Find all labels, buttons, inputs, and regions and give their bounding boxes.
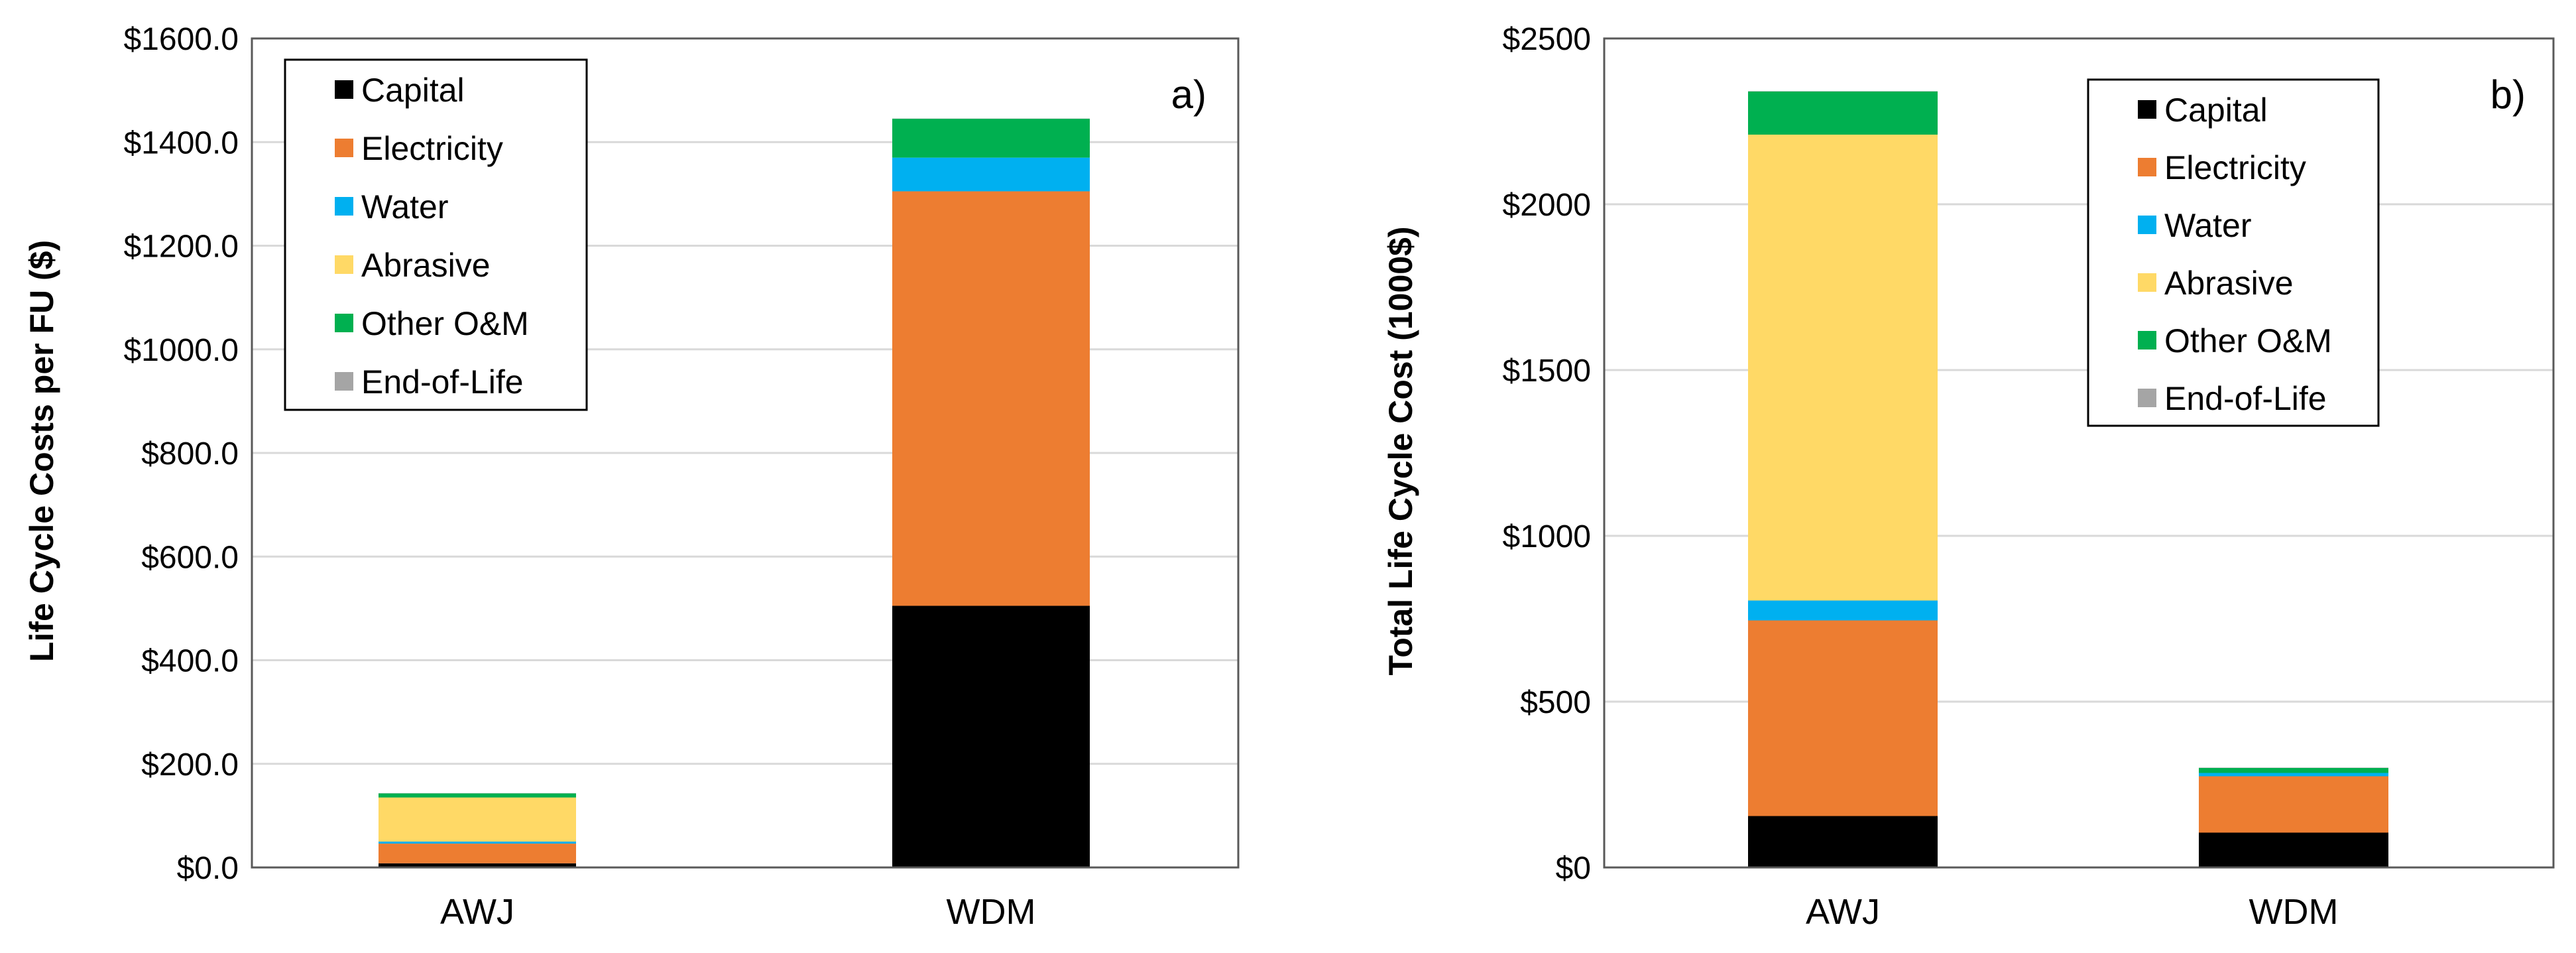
legend-swatch (335, 314, 353, 332)
x-category-label: WDM (947, 892, 1036, 932)
bar-other-o-m-wdm (2199, 768, 2388, 773)
bar-capital-awj (1748, 816, 1938, 867)
legend-swatch (2138, 273, 2156, 292)
legend-entry: Water (361, 188, 449, 225)
legend-swatch (2138, 389, 2156, 407)
legend-entry: End-of-Life (361, 363, 524, 401)
bar-electricity-wdm (892, 191, 1090, 606)
legend-box (2087, 78, 2380, 427)
bar-water-wdm (2199, 773, 2388, 777)
legend-swatch (335, 372, 353, 391)
legend-swatch (335, 197, 353, 216)
panel-label: b) (2490, 72, 2526, 117)
bar-water-awj (379, 841, 576, 844)
legend-swatch (335, 255, 353, 274)
bar-end-of-life-wdm (2199, 767, 2388, 768)
legend-swatch (2138, 331, 2156, 349)
legend: Capital Electricity Water Abrasive Other O&M… (2087, 78, 2380, 427)
legend-swatch (2138, 216, 2156, 234)
legend-swatch (335, 80, 353, 99)
y-axis-label: Life Cycle Costs per FU ($) (23, 240, 60, 662)
bar-other-o-m-awj (379, 793, 576, 798)
legend-swatch (335, 139, 353, 157)
plot-area-border (1603, 37, 2555, 869)
bar-electricity-awj (1748, 620, 1938, 816)
y-tick-label: $1200.0 (123, 229, 239, 265)
y-tick-label: $800.0 (141, 436, 239, 472)
y-tick-label: $500 (1520, 685, 1591, 720)
x-category-label: AWJ (1806, 892, 1880, 932)
y-tick-label: $400.0 (141, 644, 239, 679)
bar-water-wdm (892, 157, 1090, 192)
y-tick-label: $1600.0 (123, 22, 239, 57)
legend-swatch (2138, 158, 2156, 176)
legend-entry: Electricity (361, 130, 503, 167)
x-category-label: AWJ (440, 892, 514, 932)
legend-entry: Capital (361, 72, 465, 109)
legend-entry: Capital (2164, 92, 2268, 129)
chart-panel-a: $0.0 $200.0 $400.0 $600.0 $800.0 $1000.0 $1200… (23, 22, 1240, 932)
panel-label: a) (1171, 72, 1206, 117)
legend-entry: Other O&M (2164, 322, 2332, 359)
legend-swatch (2138, 100, 2156, 119)
bar-other-o-m-awj (1748, 92, 1938, 135)
bar-capital-awj (379, 863, 576, 867)
bar-capital-wdm (892, 605, 1090, 867)
y-tick-label: $600.0 (141, 540, 239, 575)
legend-entry: Abrasive (2164, 265, 2294, 302)
bar-abrasive-awj (1748, 135, 1938, 601)
y-axis-label: Total Life Cycle Cost (1000$) (1382, 226, 1419, 675)
y-tick-label: $0.0 (177, 851, 239, 886)
legend-entry: Other O&M (361, 305, 529, 342)
legend: Capital Electricity Water Abrasive Other O&M… (284, 58, 588, 411)
legend-box (284, 58, 588, 411)
legend-entry: Water (2164, 207, 2252, 244)
chart-panel-b: $0 $500 $1000 $1500 $2000 $2500 AWJ WDM Total Li… (1382, 22, 2555, 932)
y-tick-label: $1000.0 (123, 333, 239, 368)
legend-entry: Electricity (2164, 149, 2306, 186)
bar-electricity-awj (379, 844, 576, 863)
plot-area-border (251, 37, 1240, 869)
legend-entry: Abrasive (361, 247, 491, 284)
y-tick-label: $1400.0 (123, 125, 239, 160)
legend-entry: End-of-Life (2164, 380, 2327, 417)
y-tick-label: $2500 (1503, 22, 1591, 57)
y-tick-label: $2000 (1503, 188, 1591, 223)
bar-water-awj (1748, 600, 1938, 621)
x-category-label: WDM (2249, 892, 2339, 932)
y-tick-label: $200.0 (141, 747, 239, 783)
bar-electricity-wdm (2199, 776, 2388, 833)
y-tick-label: $1500 (1503, 353, 1591, 389)
bar-other-o-m-wdm (892, 119, 1090, 158)
y-tick-label: $0 (1556, 851, 1591, 886)
y-tick-label: $1000 (1503, 519, 1591, 554)
bar-capital-wdm (2199, 832, 2388, 867)
bar-abrasive-awj (379, 797, 576, 842)
